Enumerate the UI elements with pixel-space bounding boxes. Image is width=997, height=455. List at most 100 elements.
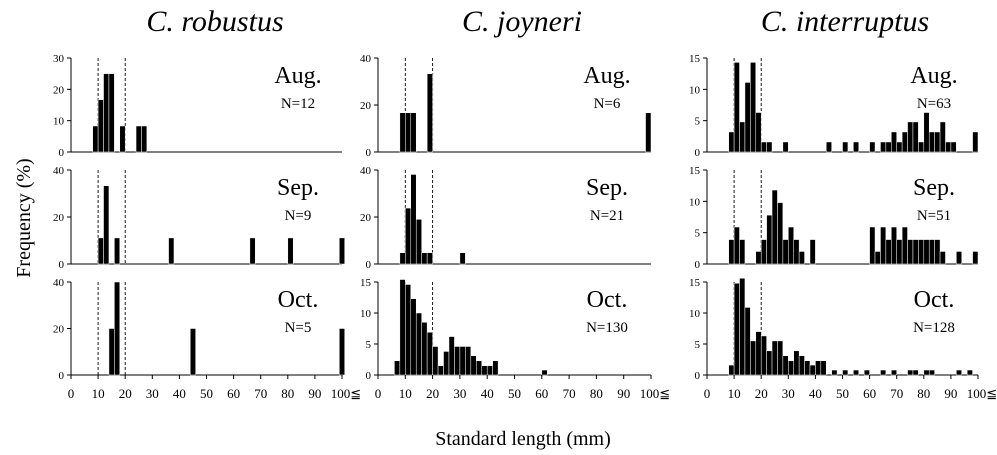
x-tick-label: 40 bbox=[809, 386, 822, 401]
histogram-bar bbox=[432, 346, 439, 376]
y-tick-label: 0 bbox=[366, 259, 372, 271]
x-tick-label: 100≦ bbox=[640, 386, 670, 401]
histogram-bar bbox=[782, 239, 789, 265]
panel-1: 0 20 40 Sep. N=9 bbox=[53, 165, 345, 271]
histogram-bar bbox=[869, 141, 876, 153]
histogram-bar bbox=[97, 237, 104, 265]
sample-size-label: N=63 bbox=[917, 96, 951, 112]
y-tick-label: 0 bbox=[366, 147, 372, 159]
histogram-bar bbox=[766, 214, 773, 265]
histogram-bar bbox=[815, 360, 822, 376]
month-label: Sep. bbox=[913, 175, 955, 201]
histogram-bar bbox=[863, 369, 870, 376]
histogram-bar bbox=[885, 239, 892, 265]
y-tick-label: 20 bbox=[360, 212, 372, 224]
y-tick-label: 0 bbox=[695, 259, 701, 271]
panel-2: 0 20 40 Oct. N=5 0 10 20 30 40 50 60 70 80 90 100≦ bbox=[53, 277, 361, 401]
histogram-bar bbox=[934, 131, 941, 153]
histogram-bar bbox=[825, 141, 832, 153]
x-tick-label: 70 bbox=[563, 386, 576, 401]
x-tick-label: 0 bbox=[704, 386, 711, 401]
histogram-bar bbox=[410, 174, 417, 265]
histogram-bar bbox=[750, 340, 757, 376]
histogram-bar bbox=[415, 312, 422, 376]
histogram-bar bbox=[853, 141, 860, 153]
histogram-bar bbox=[97, 99, 104, 153]
panel-0: 0 10 20 30 Aug. N=12 bbox=[53, 53, 342, 159]
y-tick-label: 0 bbox=[59, 147, 65, 159]
histogram-bar bbox=[405, 207, 412, 265]
histogram-bar bbox=[793, 350, 800, 376]
histogram-bar bbox=[426, 73, 433, 153]
species-title-joyneri: C. joyneri bbox=[462, 5, 582, 38]
histogram-bar bbox=[891, 131, 897, 153]
histogram-bar bbox=[399, 279, 406, 376]
histogram-bar bbox=[437, 365, 444, 376]
histogram-bar bbox=[950, 141, 957, 153]
histogram-bar bbox=[901, 131, 908, 153]
histogram-bar bbox=[939, 121, 946, 153]
histogram-bar bbox=[934, 239, 941, 265]
x-tick-label: 20 bbox=[755, 386, 768, 401]
histogram-bar bbox=[874, 251, 881, 265]
histogram-bar bbox=[728, 364, 735, 376]
histogram-bar bbox=[793, 239, 800, 265]
histogram-bar bbox=[459, 252, 466, 265]
histogram-bar bbox=[399, 252, 406, 265]
x-tick-label: 60 bbox=[863, 386, 876, 401]
histogram-bar bbox=[744, 82, 751, 153]
x-tick-label: 30 bbox=[782, 386, 795, 401]
histogram-bar bbox=[901, 226, 908, 265]
histogram-bar bbox=[907, 121, 914, 153]
histogram-bar bbox=[923, 112, 930, 153]
histogram-bar bbox=[405, 112, 412, 153]
month-label: Aug. bbox=[274, 63, 321, 89]
histogram-bar bbox=[782, 355, 789, 376]
histogram-bar bbox=[645, 112, 652, 153]
month-label: Aug. bbox=[583, 63, 630, 89]
histogram-bar bbox=[928, 369, 935, 376]
y-tick-label: 0 bbox=[366, 370, 372, 382]
histogram-bar bbox=[459, 346, 466, 376]
y-tick-label: 15 bbox=[689, 53, 701, 65]
histogram-bar bbox=[966, 369, 973, 376]
histogram-bar bbox=[739, 121, 746, 153]
histogram-bar bbox=[956, 369, 962, 376]
histogram-bar bbox=[755, 331, 762, 376]
species-title-interruptus: C. interruptus bbox=[761, 5, 929, 38]
histogram-bar bbox=[339, 328, 345, 376]
histogram-bar bbox=[771, 189, 778, 265]
y-tick-label: 30 bbox=[53, 53, 65, 65]
x-tick-label: 50 bbox=[200, 386, 213, 401]
histogram-bar bbox=[141, 125, 148, 153]
x-tick-label: 100≦ bbox=[331, 386, 361, 401]
histogram-bar bbox=[880, 369, 887, 376]
y-tick-label: 20 bbox=[360, 100, 372, 112]
histogram-bar bbox=[339, 237, 345, 265]
x-tick-label: 20 bbox=[119, 386, 132, 401]
panel-3: 0 20 40 Aug. N=6 bbox=[360, 53, 652, 159]
histogram-bar bbox=[885, 141, 892, 153]
histogram-bar bbox=[103, 73, 110, 153]
x-tick-label: 80 bbox=[590, 386, 603, 401]
y-tick-label: 10 bbox=[53, 116, 65, 128]
histogram-bar bbox=[891, 369, 897, 376]
x-tick-label: 70 bbox=[254, 386, 267, 401]
histogram-bar bbox=[410, 112, 417, 153]
x-tick-label: 70 bbox=[890, 386, 903, 401]
histogram-bar bbox=[880, 141, 887, 153]
y-tick-label: 0 bbox=[59, 259, 65, 271]
month-label: Oct. bbox=[914, 287, 955, 313]
x-tick-label: 90 bbox=[308, 386, 321, 401]
histogram-bar bbox=[426, 252, 433, 265]
histogram-bar bbox=[804, 360, 811, 376]
panel-8: 0 5 10 15 Oct. N=128 0 10 20 30 40 50 60 70 80 90 100≦ bbox=[689, 277, 997, 401]
y-tick-label: 5 bbox=[695, 339, 701, 351]
x-tick-label: 100≦ bbox=[967, 386, 997, 401]
histogram-bar bbox=[766, 141, 773, 153]
histogram-bar bbox=[135, 125, 142, 153]
histogram-bar bbox=[108, 73, 115, 153]
histogram-bar bbox=[103, 185, 110, 265]
month-label: Oct. bbox=[278, 287, 319, 313]
histogram-bar bbox=[114, 281, 121, 376]
